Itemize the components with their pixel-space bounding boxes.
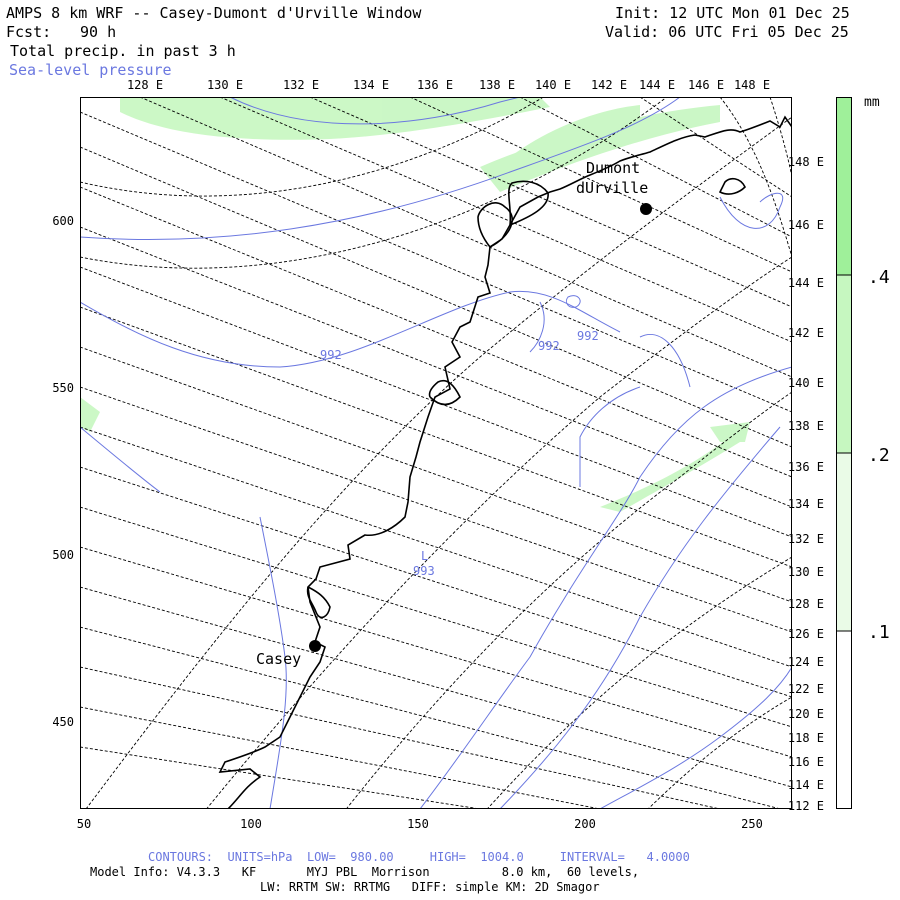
precip-colorbar: [836, 97, 852, 809]
chart-title: AMPS 8 km WRF -- Casey-Dumont d'Urville …: [6, 4, 422, 22]
right-lon-label: 138 E: [787, 419, 824, 433]
top-lon-label: 138 E: [478, 78, 516, 92]
x-tick-label: 100: [240, 817, 262, 831]
right-lon-label: 124 E: [787, 655, 824, 669]
right-lon-label: 120 E: [787, 707, 824, 721]
isobar-label: 993: [413, 564, 435, 578]
x-tick-label: 150: [407, 817, 429, 831]
right-lon-label: 144 E: [787, 276, 824, 290]
right-lon-label: 112 E: [787, 799, 824, 813]
right-lon-label: 130 E: [787, 565, 824, 579]
right-lon-label: 126 E: [787, 627, 824, 641]
top-lon-label: 132 E: [282, 78, 320, 92]
right-lon-label: 146 E: [787, 218, 824, 232]
right-lon-label: 132 E: [787, 532, 824, 546]
isobar-label: 992: [577, 329, 599, 343]
colorbar-unit: mm: [864, 95, 880, 110]
low-marker: L: [421, 549, 428, 563]
right-lon-label: 148 E: [787, 155, 824, 169]
isobar-label: 992: [538, 339, 560, 353]
x-tick-label: 250: [741, 817, 763, 831]
top-lon-label: 148 E: [733, 78, 771, 92]
top-lon-label: 136 E: [416, 78, 454, 92]
model-info: Model Info: V4.3.3 KF MYJ PBL Morrison 8…: [90, 865, 640, 879]
physics-info: LW: RRTM SW: RRTMG DIFF: simple KM: 2D S…: [260, 880, 600, 894]
colorbar-segment-high: [836, 97, 851, 275]
station-label-dumont: Dumont: [586, 159, 640, 177]
precip-shading: [80, 97, 750, 512]
colorbar-segment-none: [836, 631, 851, 809]
right-lon-label: 140 E: [787, 376, 824, 390]
isobars: [80, 97, 792, 809]
y-tick-label: 550: [52, 381, 74, 395]
colorbar-level-label: .1: [868, 622, 890, 643]
top-lon-label: 130 E: [206, 78, 244, 92]
top-lon-label: 134 E: [352, 78, 390, 92]
right-lon-label: 128 E: [787, 597, 824, 611]
top-lon-label: 142 E: [590, 78, 628, 92]
top-lon-label: 140 E: [534, 78, 572, 92]
coastline: [218, 115, 792, 809]
top-lon-label: 146 E: [687, 78, 725, 92]
field-description: Total precip. in past 3 h: [10, 42, 236, 60]
valid-time: Valid: 06 UTC Fri 05 Dec 25: [605, 23, 849, 41]
right-lon-label: 142 E: [787, 326, 824, 340]
station-label-casey: Casey: [256, 650, 301, 668]
isobar-label: 992: [320, 348, 342, 362]
colorbar-segment-low: [836, 453, 851, 631]
station-marker: [640, 203, 652, 215]
forecast-label: Fcst:: [6, 23, 52, 41]
right-lon-label: 116 E: [787, 755, 824, 769]
right-lon-label: 136 E: [787, 460, 824, 474]
colorbar-level-label: .2: [868, 445, 890, 466]
x-tick-label: 50: [76, 817, 92, 831]
map-frame: [80, 97, 792, 809]
init-time: Init: 12 UTC Mon 01 Dec 25: [615, 4, 850, 22]
station-casey: [309, 640, 321, 652]
y-tick-label: 450: [52, 715, 74, 729]
overlay-description: Sea-level pressure: [9, 61, 172, 79]
right-lon-label: 134 E: [787, 497, 824, 511]
x-tick-label: 200: [574, 817, 596, 831]
top-lon-label: 144 E: [638, 78, 676, 92]
station-label-durville: dUrville: [576, 179, 648, 197]
forecast-hours: 90 h: [80, 23, 117, 41]
station-marker: [309, 640, 321, 652]
station-dumont-durville: [640, 203, 652, 215]
y-tick-label: 500: [52, 548, 74, 562]
graticule: [80, 97, 792, 809]
right-lon-label: 122 E: [787, 682, 824, 696]
contour-info: CONTOURS: UNITS=hPa LOW= 980.00 HIGH= 10…: [148, 850, 690, 864]
colorbar-segment-mid: [836, 275, 851, 453]
colorbar-level-label: .4: [868, 267, 890, 288]
y-tick-label: 600: [52, 214, 74, 228]
right-lon-label: 118 E: [787, 731, 824, 745]
map-panel: 992 992 992 L 993 Dumont dUrville Casey: [80, 97, 792, 809]
top-lon-label: 128 E: [126, 78, 164, 92]
right-lon-label: 114 E: [787, 778, 824, 792]
